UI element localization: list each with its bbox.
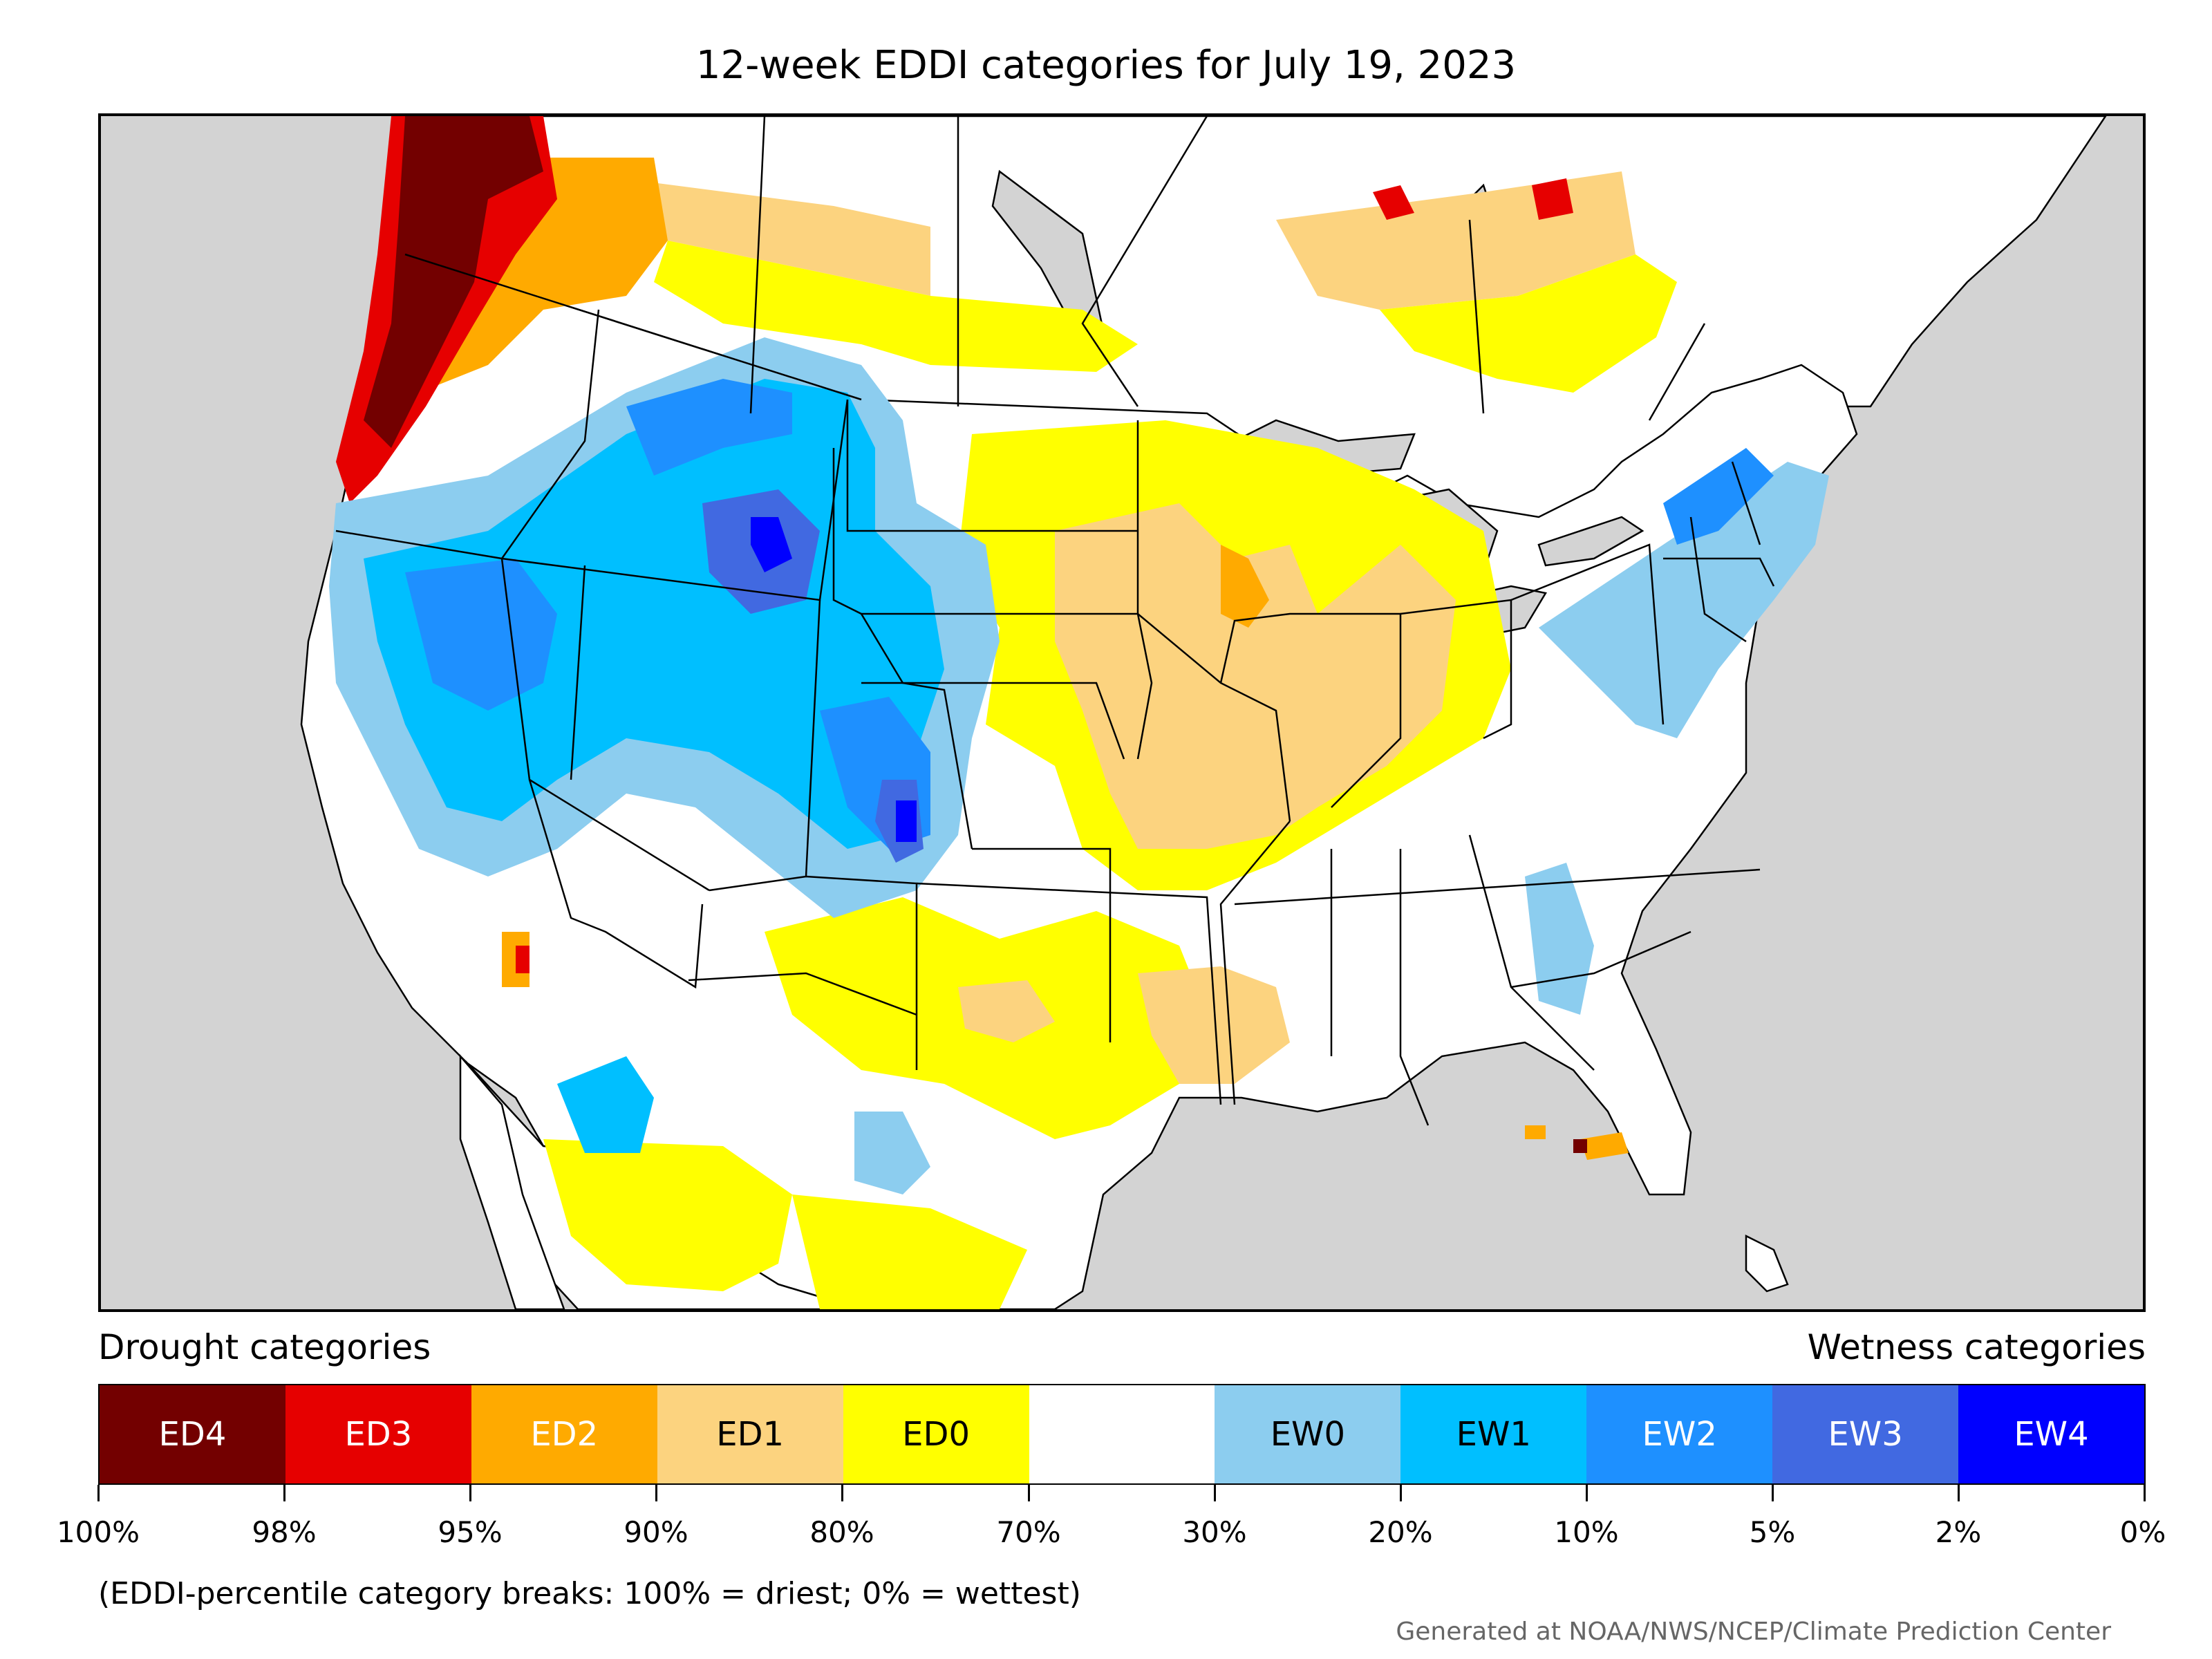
break-label-20: 20% [1368, 1515, 1433, 1549]
legend-tick [1772, 1485, 1774, 1501]
legend-cell-ew0: EW0 [1215, 1385, 1401, 1483]
break-label-80: 80% [809, 1515, 874, 1549]
legend-label-ed3: ED3 [344, 1415, 413, 1454]
legend-label-ew4: EW4 [2014, 1415, 2089, 1454]
source-credit: Generated at NOAA/NWS/NCEP/Climate Predi… [1396, 1618, 2111, 1646]
legend-cell-ew4: EW4 [1958, 1385, 2144, 1483]
wetness-heading: Wetness categories [1807, 1327, 2146, 1367]
legend-label-ed4: ED4 [158, 1415, 227, 1454]
legend-cell-ew2: EW2 [1586, 1385, 1773, 1483]
legend-cell-ed0: ED0 [843, 1385, 1029, 1483]
legend-label-ed1: ED1 [716, 1415, 785, 1454]
break-label-95: 95% [438, 1515, 503, 1549]
legend-label-ed0: ED0 [902, 1415, 970, 1454]
break-label-70: 70% [996, 1515, 1061, 1549]
legend-tick [97, 1485, 100, 1501]
legend-label-ew0: EW0 [1270, 1415, 1346, 1454]
legend-cell-normal [1029, 1385, 1215, 1483]
break-label-100: 100% [56, 1515, 140, 1549]
legend-tick [655, 1485, 657, 1501]
break-label-2: 2% [1935, 1515, 1982, 1549]
break-label-30: 30% [1182, 1515, 1247, 1549]
legend-label-ew3: EW3 [1828, 1415, 1903, 1454]
legend-tick [469, 1485, 471, 1501]
category-fields [329, 116, 1829, 1309]
break-label-10: 10% [1554, 1515, 1619, 1549]
category-footnote: (EDDI-percentile category breaks: 100% =… [98, 1576, 1081, 1611]
legend-tick [1028, 1485, 1030, 1501]
break-label-98: 98% [252, 1515, 317, 1549]
break-label-0: 0% [2119, 1515, 2166, 1549]
legend-cell-ew1: EW1 [1400, 1385, 1587, 1483]
state-boundaries [335, 116, 1775, 1126]
map-title: 12-week EDDI categories for July 19, 202… [695, 43, 1517, 88]
legend-cell-ed1: ED1 [657, 1385, 843, 1483]
break-label-5: 5% [1749, 1515, 1796, 1549]
break-label-90: 90% [624, 1515, 688, 1549]
legend-cell-ed4: ED4 [100, 1385, 285, 1483]
legend-tick [1958, 1485, 1960, 1501]
legend-cell-ed2: ED2 [471, 1385, 657, 1483]
legend-tick [1400, 1485, 1402, 1501]
map-panel[interactable] [98, 113, 2146, 1312]
legend-tick [2144, 1485, 2146, 1501]
legend-cell-ed3: ED3 [285, 1385, 471, 1483]
drought-heading: Drought categories [98, 1327, 431, 1367]
legend-tick [841, 1485, 843, 1501]
legend-tick [283, 1485, 285, 1501]
legend-label-ed2: ED2 [530, 1415, 599, 1454]
legend-cell-ew3: EW3 [1772, 1385, 1959, 1483]
legend-label-ew2: EW2 [1642, 1415, 1717, 1454]
legend-tick [1586, 1485, 1588, 1501]
eddi-map [300, 116, 2107, 1309]
legend-label-ew1: EW1 [1456, 1415, 1531, 1454]
legend-colorbar: ED4 ED3 ED2 ED1 ED0 EW0 EW1 EW2 EW3 EW4 [98, 1384, 2146, 1485]
legend-tick [1214, 1485, 1216, 1501]
